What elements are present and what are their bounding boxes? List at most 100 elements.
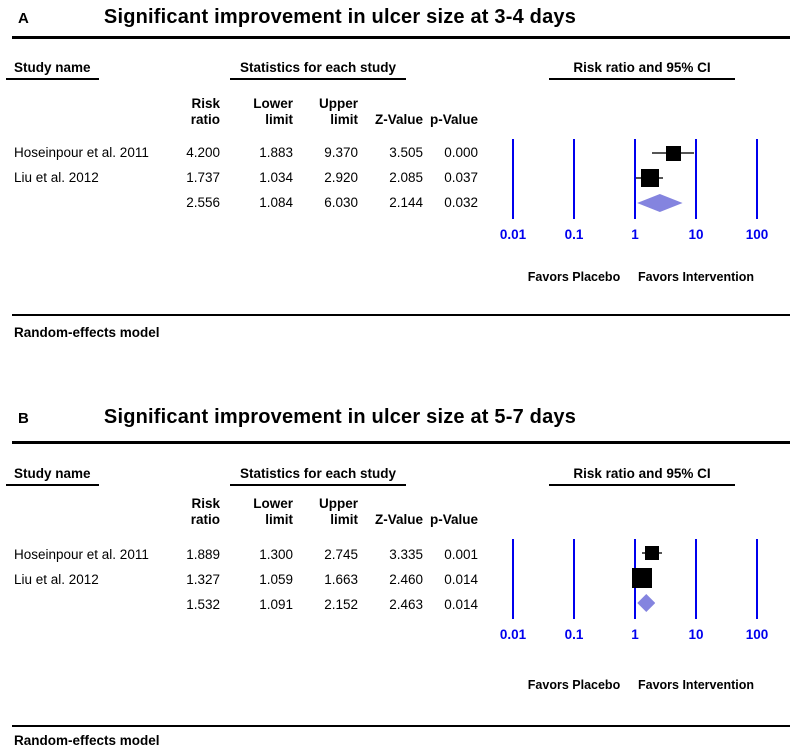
column-header-lower-limit: Lower limit (229, 96, 293, 128)
column-header-line2: ratio (190, 112, 220, 127)
panel-b-label: B (18, 410, 29, 427)
favors-placebo-label: Favors Placebo (527, 270, 621, 284)
panel-a-title: Significant improvement in ulcer size at… (103, 6, 577, 28)
column-header-upper-limit: Upper limit (294, 96, 358, 128)
z-value: 3.505 (389, 145, 423, 160)
axis-tick-label: 10 (688, 627, 704, 642)
axis-tick-label: 100 (745, 627, 769, 642)
z-value: 3.335 (389, 547, 423, 562)
axis-tick-line (512, 539, 514, 619)
study-name-header: Study name (6, 466, 99, 486)
axis-tick-label: 10 (688, 227, 704, 242)
column-header-line2: Z-Value (374, 512, 423, 527)
favors-intervention-label: Favors Intervention (638, 678, 754, 692)
upper-limit-value: 1.663 (324, 572, 358, 587)
column-header-lower-limit: Lower limit (229, 496, 293, 528)
column-header-upper-limit: Upper limit (294, 496, 358, 528)
column-header-line2: Z-Value (374, 112, 423, 127)
column-header-line2: limit (330, 512, 358, 527)
risk-ratio-value: 1.889 (186, 547, 220, 562)
risk-ratio-value: 2.556 (186, 195, 220, 210)
z-value: 2.463 (389, 597, 423, 612)
axis-tick-line (695, 539, 697, 619)
summary-diamond (637, 194, 683, 212)
study-name: Liu et al. 2012 (14, 572, 99, 587)
risk-ratio-value: 1.327 (186, 572, 220, 587)
study-name-header: Study name (6, 60, 99, 80)
study-name: Hoseinpour et al. 2011 (14, 547, 149, 562)
axis-tick-line (695, 139, 697, 219)
z-value: 2.144 (389, 195, 423, 210)
risk-ratio-value: 1.737 (186, 170, 220, 185)
column-header-line2: p-Value (429, 512, 478, 527)
panel-a-label: A (18, 10, 29, 27)
axis-tick-label: 0.1 (564, 227, 584, 242)
forest-plot: 0.01 0.1 1 10 100 (483, 139, 783, 247)
risk-ratio-ci-header: Risk ratio and 95% CI (549, 466, 735, 486)
risk-ratio-value: 1.532 (186, 597, 220, 612)
axis-tick-line (573, 139, 575, 219)
column-header-risk-ratio: Risk ratio (156, 496, 220, 528)
column-header-line1: Risk (191, 496, 220, 511)
column-header-z-value: Z-Value (359, 96, 423, 128)
p-value: 0.037 (444, 170, 478, 185)
lower-limit-value: 1.091 (259, 597, 293, 612)
title-rule (12, 441, 790, 444)
axis-tick-label: 0.01 (499, 627, 527, 642)
axis-tick-line (756, 539, 758, 619)
divider-rule (12, 314, 790, 316)
favors-intervention-label: Favors Intervention (638, 270, 754, 284)
study-square (644, 546, 659, 560)
statistics-header: Statistics for each study (230, 466, 406, 486)
risk-ratio-value: 4.200 (186, 145, 220, 160)
p-value: 0.032 (444, 195, 478, 210)
upper-limit-value: 2.745 (324, 547, 358, 562)
divider-rule (12, 725, 790, 727)
upper-limit-value: 9.370 (324, 145, 358, 160)
lower-limit-value: 1.883 (259, 145, 293, 160)
summary-diamond (637, 594, 656, 612)
column-header-line1: Lower (253, 96, 293, 111)
favors-placebo-label: Favors Placebo (527, 678, 621, 692)
title-rule (12, 36, 790, 39)
axis-tick-line (756, 139, 758, 219)
study-square (640, 169, 659, 187)
p-value: 0.000 (444, 145, 478, 160)
lower-limit-value: 1.300 (259, 547, 293, 562)
z-value: 2.085 (389, 170, 423, 185)
axis-tick-label: 0.1 (564, 627, 584, 642)
forest-plot: 0.01 0.1 1 10 100 (483, 539, 783, 647)
study-name: Hoseinpour et al. 2011 (14, 145, 149, 160)
model-label: Random-effects model (14, 325, 160, 340)
axis-tick-label: 0.01 (499, 227, 527, 242)
upper-limit-value: 2.920 (324, 170, 358, 185)
column-header-line1: Risk (191, 96, 220, 111)
column-header-line2: limit (330, 112, 358, 127)
panel-a: A Significant improvement in ulcer size … (6, 6, 790, 340)
axis-tick-label: 1 (631, 227, 639, 242)
axis-tick-line (634, 139, 636, 219)
axis-tick-line (573, 539, 575, 619)
axis-tick-label: 100 (745, 227, 769, 242)
column-header-line1: Lower (253, 496, 293, 511)
lower-limit-value: 1.084 (259, 195, 293, 210)
p-value: 0.014 (444, 572, 478, 587)
study-square (665, 145, 681, 161)
column-header-z-value: Z-Value (359, 496, 423, 528)
column-header-line1: Upper (318, 96, 358, 111)
column-header-line2: ratio (190, 512, 220, 527)
panel-b: B Significant improvement in ulcer size … (0, 402, 800, 756)
statistics-header: Statistics for each study (230, 60, 406, 80)
column-header-p-value: p-Value (414, 96, 478, 128)
model-label: Random-effects model (14, 733, 160, 748)
study-name: Liu et al. 2012 (14, 170, 99, 185)
column-header-line2: limit (265, 112, 293, 127)
p-value: 0.014 (444, 597, 478, 612)
study-square (632, 568, 653, 588)
axis-tick-label: 1 (631, 627, 639, 642)
lower-limit-value: 1.034 (259, 170, 293, 185)
column-header-p-value: p-Value (414, 496, 478, 528)
panel-b-title: Significant improvement in ulcer size at… (103, 406, 577, 428)
upper-limit-value: 6.030 (324, 195, 358, 210)
